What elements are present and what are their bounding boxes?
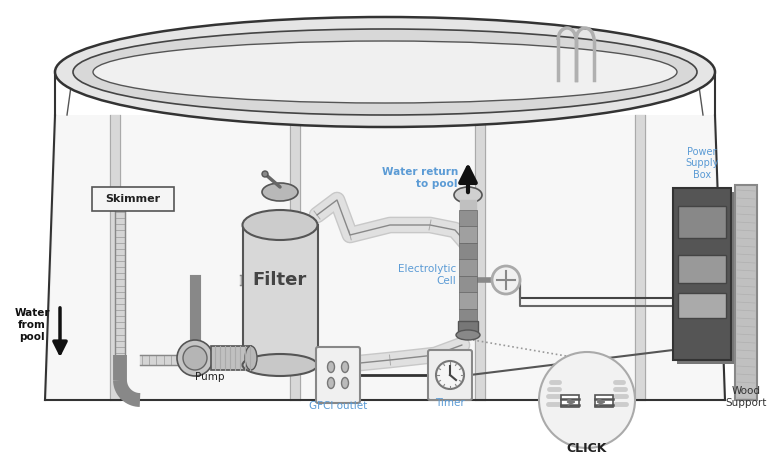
Ellipse shape xyxy=(245,346,257,370)
Ellipse shape xyxy=(342,361,349,372)
Bar xyxy=(678,293,726,318)
Text: Filter: Filter xyxy=(253,271,307,289)
Ellipse shape xyxy=(456,330,480,340)
Bar xyxy=(678,255,726,283)
Ellipse shape xyxy=(243,354,317,376)
Ellipse shape xyxy=(342,378,349,388)
Ellipse shape xyxy=(328,361,335,372)
Ellipse shape xyxy=(93,41,677,103)
Text: Water return
to pool: Water return to pool xyxy=(382,167,458,189)
Ellipse shape xyxy=(454,187,482,203)
Bar xyxy=(243,225,318,365)
Bar xyxy=(459,276,477,292)
Text: Electrolytic
Cell: Electrolytic Cell xyxy=(398,264,456,286)
Text: GFCI outlet: GFCI outlet xyxy=(309,401,367,411)
Bar xyxy=(459,243,477,259)
FancyBboxPatch shape xyxy=(428,350,472,400)
Ellipse shape xyxy=(328,378,335,388)
Bar xyxy=(459,259,477,276)
Circle shape xyxy=(177,340,213,376)
FancyBboxPatch shape xyxy=(92,187,174,211)
Text: Wood
Support: Wood Support xyxy=(725,386,766,408)
Ellipse shape xyxy=(243,210,317,240)
Bar xyxy=(677,192,737,364)
Bar xyxy=(459,210,477,226)
Circle shape xyxy=(183,346,207,370)
Ellipse shape xyxy=(73,29,697,115)
Circle shape xyxy=(492,266,520,294)
Text: CLICK: CLICK xyxy=(567,442,607,455)
Text: Power
Supply
Box: Power Supply Box xyxy=(685,147,719,180)
Bar xyxy=(595,395,613,407)
Circle shape xyxy=(436,361,464,389)
Circle shape xyxy=(539,352,635,448)
Text: Water
from
pool: Water from pool xyxy=(14,308,50,342)
Bar xyxy=(459,226,477,243)
Ellipse shape xyxy=(262,183,298,201)
Text: Pump: Pump xyxy=(195,372,225,382)
Bar xyxy=(459,292,477,309)
Bar xyxy=(735,185,757,400)
Polygon shape xyxy=(45,115,725,400)
Bar xyxy=(678,206,726,238)
Polygon shape xyxy=(47,115,723,400)
Bar xyxy=(211,346,251,370)
Text: Skimmer: Skimmer xyxy=(106,194,160,204)
Bar xyxy=(561,395,579,407)
Text: Timer: Timer xyxy=(435,398,465,408)
FancyBboxPatch shape xyxy=(316,347,360,403)
Circle shape xyxy=(262,171,268,177)
Bar xyxy=(673,188,731,360)
Bar xyxy=(459,309,477,325)
Bar xyxy=(458,321,478,335)
Ellipse shape xyxy=(55,17,715,127)
